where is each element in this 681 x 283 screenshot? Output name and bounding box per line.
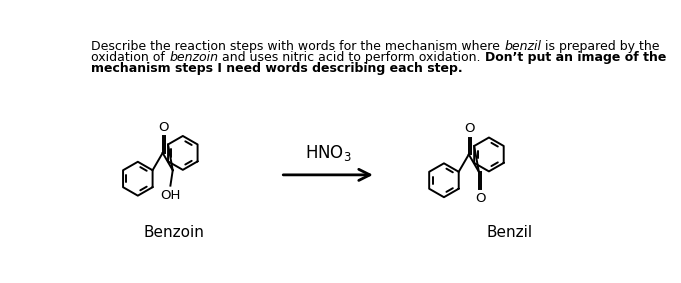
Text: O: O [475, 192, 486, 205]
Text: benzil: benzil [504, 40, 541, 53]
Text: Don’t put an image of the: Don’t put an image of the [485, 51, 666, 64]
Text: OH: OH [160, 189, 180, 202]
Text: Benzil: Benzil [487, 225, 533, 240]
Text: oxidation of: oxidation of [91, 51, 169, 64]
Text: mechanism steps I need words describing each step.: mechanism steps I need words describing … [91, 62, 463, 75]
Text: HNO$_3$: HNO$_3$ [304, 143, 351, 162]
Text: Benzoin: Benzoin [144, 225, 205, 240]
Text: and uses nitric acid to perform oxidation.: and uses nitric acid to perform oxidatio… [218, 51, 485, 64]
Text: O: O [159, 121, 169, 134]
Text: benzoin: benzoin [169, 51, 218, 64]
Text: is prepared by the: is prepared by the [541, 40, 660, 53]
Text: Describe the reaction steps with words for the mechanism where: Describe the reaction steps with words f… [91, 40, 504, 53]
Text: O: O [464, 122, 475, 135]
